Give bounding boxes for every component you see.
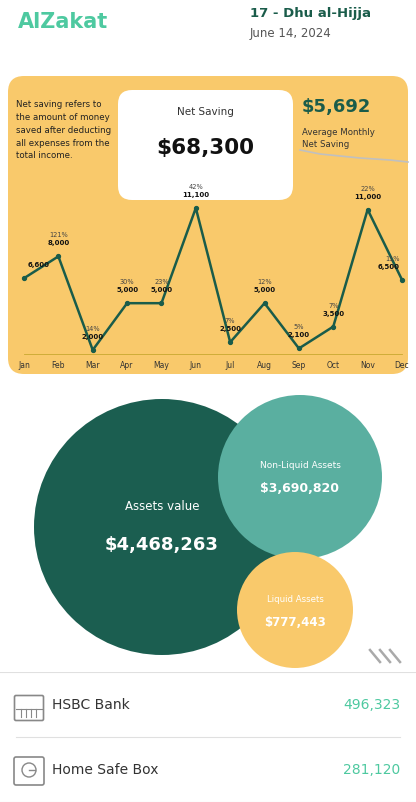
- Text: 496,323: 496,323: [343, 698, 400, 712]
- Text: Jun: Jun: [190, 361, 202, 370]
- Text: $777,443: $777,443: [264, 615, 326, 629]
- Text: Apr: Apr: [120, 361, 134, 370]
- Text: 23%: 23%: [154, 279, 169, 286]
- Text: 2,500: 2,500: [219, 326, 241, 332]
- FancyBboxPatch shape: [8, 76, 408, 374]
- Circle shape: [218, 395, 382, 559]
- Circle shape: [237, 552, 353, 668]
- Text: 5,000: 5,000: [253, 287, 276, 294]
- Text: 5%: 5%: [294, 325, 304, 330]
- Text: AlZakat: AlZakat: [18, 12, 108, 32]
- Text: 2,100: 2,100: [288, 333, 310, 338]
- Text: 5,000: 5,000: [151, 287, 173, 294]
- Text: June 14, 2024: June 14, 2024: [250, 27, 332, 40]
- Text: 42%: 42%: [188, 184, 203, 190]
- Text: Liquid Assets: Liquid Assets: [267, 596, 323, 605]
- Text: 3,500: 3,500: [322, 310, 344, 317]
- Text: $68,300: $68,300: [156, 138, 255, 158]
- Text: Sep: Sep: [292, 361, 306, 370]
- Text: Home Safe Box: Home Safe Box: [52, 763, 158, 777]
- Text: 7%: 7%: [225, 318, 235, 324]
- Text: Jul: Jul: [225, 361, 235, 370]
- Text: 2,000: 2,000: [82, 334, 104, 340]
- Text: Average Monthly: Average Monthly: [302, 128, 375, 137]
- Text: HSBC Bank: HSBC Bank: [52, 698, 130, 712]
- Text: Assets value: Assets value: [125, 500, 199, 513]
- Text: 281,120: 281,120: [343, 763, 400, 777]
- Text: $3,690,820: $3,690,820: [260, 483, 339, 496]
- Text: 6,500: 6,500: [378, 264, 400, 269]
- Text: 30%: 30%: [120, 279, 134, 286]
- Text: Oct: Oct: [327, 361, 340, 370]
- Text: 17 - Dhu al-Hijja: 17 - Dhu al-Hijja: [250, 7, 371, 21]
- Text: Aug: Aug: [257, 361, 272, 370]
- Text: $4,468,263: $4,468,263: [105, 536, 219, 554]
- Text: Feb: Feb: [52, 361, 65, 370]
- Text: 6,600: 6,600: [28, 262, 50, 268]
- Text: 5,000: 5,000: [116, 287, 138, 294]
- Text: Jan: Jan: [18, 361, 30, 370]
- Text: 8,000: 8,000: [47, 241, 69, 246]
- Text: $5,692: $5,692: [302, 98, 371, 116]
- Text: 12%: 12%: [257, 279, 272, 286]
- Text: Net Saving: Net Saving: [302, 140, 349, 149]
- Text: 7%: 7%: [328, 302, 339, 309]
- Text: Non-Liquid Assets: Non-Liquid Assets: [260, 460, 340, 469]
- Text: 11,000: 11,000: [354, 193, 381, 200]
- Text: Mar: Mar: [85, 361, 100, 370]
- Text: 11,100: 11,100: [182, 192, 209, 198]
- Text: 11%: 11%: [386, 256, 400, 261]
- FancyBboxPatch shape: [118, 90, 293, 200]
- Text: May: May: [154, 361, 169, 370]
- Text: Net saving refers to
the amount of money
saved after deducting
all expenses from: Net saving refers to the amount of money…: [16, 100, 111, 160]
- Text: Net Saving: Net Saving: [177, 107, 234, 117]
- Text: Dec: Dec: [395, 361, 409, 370]
- Circle shape: [34, 399, 290, 655]
- Text: Nov: Nov: [360, 361, 375, 370]
- Text: 121%: 121%: [49, 233, 68, 238]
- Text: 22%: 22%: [360, 185, 375, 192]
- Text: 14%: 14%: [85, 326, 100, 332]
